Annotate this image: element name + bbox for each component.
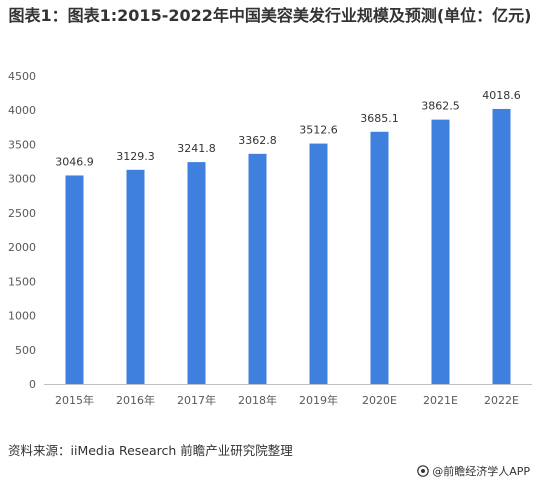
y-tick-label: 1000	[8, 310, 36, 323]
x-axis-ticks: 2015年 2016年 2017年 2018年 2019年 2020E 2021E 2022E	[55, 393, 519, 407]
y-tick-label: 4000	[8, 104, 36, 117]
camera-icon	[417, 465, 430, 477]
bar	[309, 143, 328, 384]
source-note: 资料来源：iiMedia Research 前瞻产业研究院整理	[8, 443, 293, 458]
x-tick-label: 2016年	[116, 393, 155, 407]
y-tick-label: 0	[29, 378, 36, 391]
bar	[248, 153, 267, 384]
data-label: 3512.6	[299, 124, 338, 137]
y-tick-label: 1500	[8, 275, 36, 288]
y-axis-ticks: 0 500 1000 1500 2000 2500 3000 3500 4000 4500	[8, 70, 36, 391]
data-label: 3862.5	[421, 100, 460, 113]
x-tick-label: 2020E	[362, 394, 397, 407]
bar	[492, 108, 511, 384]
data-label: 4018.6	[482, 89, 521, 102]
data-label: 3685.1	[360, 112, 399, 125]
app-badge-label: @前瞻经济学人APP	[432, 465, 530, 478]
y-tick-label: 3000	[8, 173, 36, 186]
x-tick-label: 2021E	[423, 394, 458, 407]
y-tick-label: 4500	[8, 70, 36, 83]
y-tick-label: 2500	[8, 207, 36, 220]
data-label: 3362.8	[238, 134, 277, 147]
bar	[187, 162, 206, 384]
chart-title: 图表1：图表1:2015-2022年中国美容美发行业规模及预测(单位：亿元)	[8, 6, 532, 25]
x-tick-label: 2015年	[55, 393, 94, 407]
bar	[126, 169, 145, 384]
bars	[65, 108, 511, 384]
data-label: 3241.8	[177, 142, 216, 155]
data-labels: 3046.9 3129.3 3241.8 3362.8 3512.6 3685.1 3862…	[55, 89, 521, 169]
x-tick-label: 2017年	[177, 393, 216, 407]
data-label: 3046.9	[55, 155, 94, 168]
bar	[431, 119, 450, 384]
bar	[65, 175, 84, 384]
y-tick-label: 3500	[8, 138, 36, 151]
y-tick-label: 500	[15, 344, 36, 357]
bar	[370, 131, 389, 384]
data-label: 3129.3	[116, 150, 155, 163]
x-tick-label: 2019年	[299, 393, 338, 407]
x-tick-label: 2022E	[484, 394, 519, 407]
x-tick-label: 2018年	[238, 393, 277, 407]
app-badge: @前瞻经济学人APP	[417, 463, 530, 479]
y-tick-label: 2000	[8, 241, 36, 254]
